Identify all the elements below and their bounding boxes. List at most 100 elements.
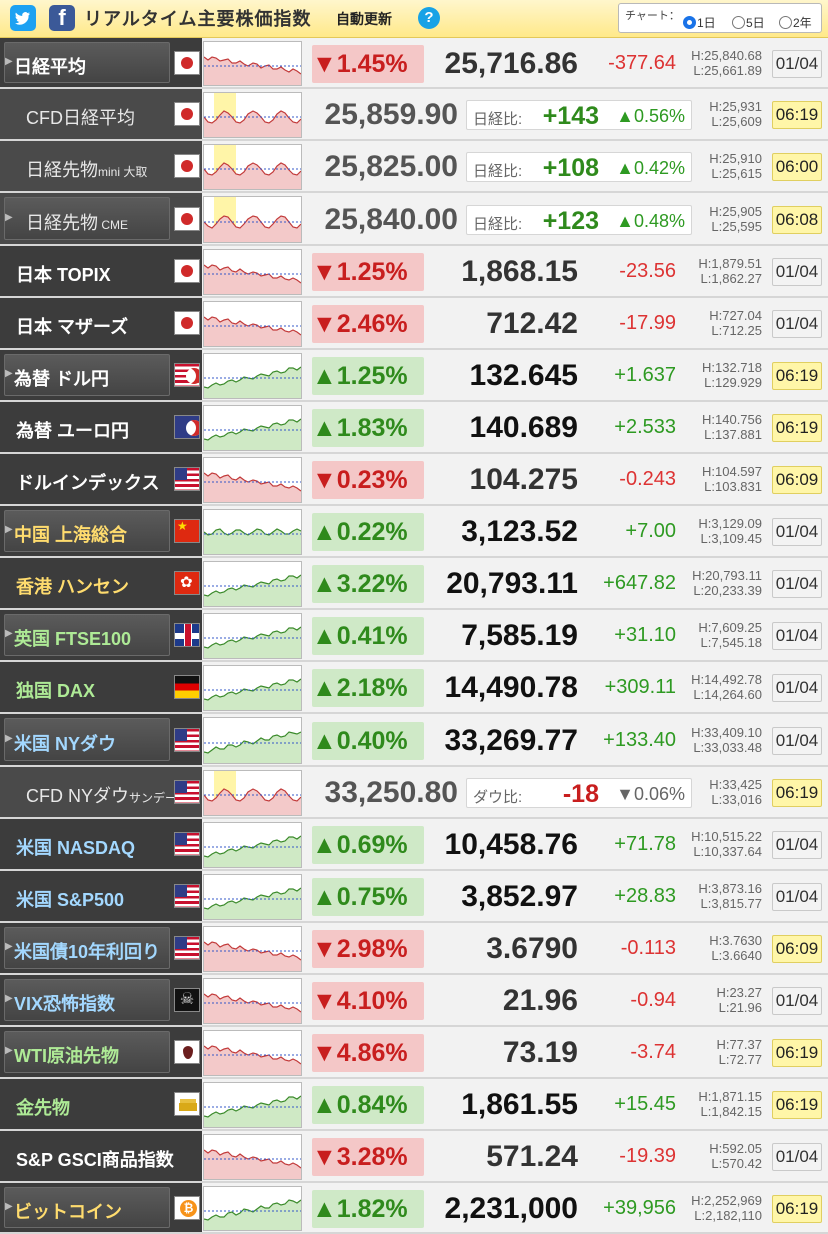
quote-row-cfd-nikkei[interactable]: CFD日経平均 25,859.90 日経比: +143 ▲0.56% H:25,931 L:… (0, 89, 828, 141)
instrument-name[interactable]: 日本 TOPIX (16, 265, 111, 285)
mini-chart[interactable] (203, 561, 302, 607)
expand-button[interactable] (4, 979, 170, 1021)
mini-chart[interactable] (203, 1082, 302, 1128)
update-time: 01/04 (772, 831, 822, 859)
instrument-name[interactable]: 日経先物 CME (26, 212, 128, 233)
mini-chart[interactable] (203, 457, 302, 503)
quote-row-mothers[interactable]: 日本 マザーズ ▼2.46% 712.42 -17.99 H:727.04 L:712.2… (0, 298, 828, 350)
instrument-name[interactable]: CFD NYダウサンデー (26, 786, 178, 806)
help-icon[interactable]: ? (418, 7, 440, 29)
chart-option-5d[interactable]: 5日 (732, 14, 765, 31)
expand-button[interactable] (4, 1187, 170, 1228)
quote-row-eur-jpy[interactable]: 為替 ユーロ円 ▲1.83% 140.689 +2.533 H:140.756 L:137… (0, 402, 828, 454)
diff-value: +108 (542, 154, 599, 182)
mini-chart[interactable] (203, 1186, 302, 1231)
expand-button[interactable] (4, 354, 170, 396)
quote-row-nasdaq[interactable]: 米国 NASDAQ ▲0.69% 10,458.76 +71.78 H:10,515.2… (0, 819, 828, 871)
instrument-name[interactable]: 米国 NYダウ (14, 733, 117, 754)
mini-chart[interactable] (203, 144, 302, 190)
instrument-name[interactable]: CFD日経平均 (26, 108, 135, 128)
quote-row-dollar-index[interactable]: ドルインデックス ▼0.23% 104.275 -0.243 H:104.597 L:10… (0, 454, 828, 506)
instrument-name[interactable]: 中国 上海総合 (14, 525, 128, 545)
mini-chart[interactable] (203, 353, 302, 399)
high-low: H:10,515.22 L:10,337.64 (642, 829, 762, 859)
instrument-name[interactable]: 香港 ハンセン (16, 577, 130, 597)
instrument-name[interactable]: 日経平均 (14, 56, 86, 77)
mini-chart[interactable] (203, 613, 302, 659)
mini-chart[interactable] (203, 92, 302, 138)
quote-row-nikkei-225[interactable]: ▶ 日経平均 ▼1.45% 25,716.86 -377.64 H:25,840.68 L:… (0, 38, 828, 89)
instrument-name[interactable]: S&P GSCI商品指数 (16, 1150, 174, 1170)
mini-chart[interactable] (203, 978, 302, 1024)
quote-row-dax[interactable]: 独国 DAX ▲2.18% 14,490.78 +309.11 H:14,492.78 L… (0, 662, 828, 714)
instrument-name[interactable]: ビットコイン (14, 1201, 122, 1222)
expand-button[interactable] (4, 510, 170, 552)
chart-option-1d[interactable]: 1日 (683, 14, 716, 31)
change-percent: ▼2.46% (312, 305, 424, 343)
instrument-name[interactable]: 金先物 (16, 1098, 70, 1118)
row-divider (0, 1077, 828, 1079)
quote-row-topix[interactable]: 日本 TOPIX ▼1.25% 1,868.15 -23.56 H:1,879.51 L:… (0, 246, 828, 298)
instrument-name[interactable]: 米国 NASDAQ (16, 838, 136, 858)
chart-option-2y[interactable]: 2年 (779, 14, 812, 31)
instrument-name[interactable]: 日本 マザーズ (16, 317, 129, 337)
mini-chart[interactable] (203, 196, 302, 243)
expand-button[interactable] (4, 927, 170, 969)
quote-row-nikkei-futures-mini[interactable]: 日経先物mini 大取 25,825.00 日経比: +108 ▲0.42% H:25,9… (0, 141, 828, 193)
quote-row-ny-dow[interactable]: ▶ 米国 NYダウ ▲0.40% 33,269.77 +133.40 H:33,409.1… (0, 714, 828, 767)
mini-chart[interactable] (203, 509, 302, 555)
mini-chart[interactable] (203, 665, 302, 711)
quote-row-bitcoin[interactable]: ▶ビットコイン▲1.82%2,231,000+39,956H:2,252,969… (0, 1183, 828, 1234)
quote-row-sp-gsci[interactable]: S&P GSCI商品指数 ▼3.28% 571.24 -19.39 H:592.05 L:… (0, 1131, 828, 1183)
quote-row-us-10y-yield[interactable]: ▶ 米国債10年利回り ▼2.98% 3.6790 -0.113 H:3.7630 L:3.… (0, 923, 828, 975)
quote-row-hang-seng[interactable]: 香港 ハンセン▲3.22%20,793.11+647.82H:20,793.11… (0, 558, 828, 610)
quote-row-cfd-ny-dow[interactable]: CFD NYダウサンデー 33,250.80 ダウ比: -18 ▼0.06% H:33,4… (0, 767, 828, 819)
instrument-name[interactable]: WTI原油先物 (14, 1046, 119, 1066)
mini-chart[interactable] (203, 249, 302, 295)
mini-chart[interactable] (203, 1030, 302, 1076)
instrument-name[interactable]: 日経先物mini 大取 (26, 160, 148, 180)
low-value: L:103.831 (704, 479, 762, 494)
instrument-name[interactable]: ドルインデックス (16, 473, 160, 493)
quote-row-usd-jpy[interactable]: ▶ 為替 ドル円 ▲1.25% 132.645 +1.637 H:132.718 L:129… (0, 350, 828, 402)
change-percent: ▲0.22% (312, 513, 424, 551)
name-cell: S&P GSCI商品指数 (0, 1131, 202, 1183)
change-value: -17.99 (619, 312, 676, 334)
high-low: H:1,879.51 L:1,862.27 (642, 256, 762, 286)
quote-row-gold-futures[interactable]: 金先物 ▲0.84% 1,861.55 +15.45 H:1,871.15 L:1,842… (0, 1079, 828, 1131)
mini-chart[interactable] (203, 1134, 302, 1180)
instrument-name[interactable]: 米国 S&P500 (16, 890, 125, 910)
expand-button[interactable] (4, 197, 170, 240)
high-low: H:140.756 L:137.881 (642, 412, 762, 442)
instrument-name[interactable]: VIX恐怖指数 (14, 994, 116, 1014)
low-value: L:7,545.18 (700, 635, 762, 650)
instrument-name[interactable]: 独国 DAX (16, 681, 96, 701)
quote-row-nikkei-futures-cme[interactable]: ▶ 日経先物 CME 25,840.00 日経比: +123 ▲0.48% H:25,905… (0, 193, 828, 246)
expand-button[interactable] (4, 614, 170, 656)
quote-row-vix[interactable]: ▶ VIX恐怖指数 ☠ ▼4.10% 21.96 -0.94 H:23.27 L:21.96 0… (0, 975, 828, 1027)
expand-button[interactable] (4, 1031, 170, 1073)
mini-chart[interactable] (203, 405, 302, 451)
mini-chart[interactable] (203, 926, 302, 972)
expand-button[interactable] (4, 42, 170, 83)
mini-chart[interactable] (203, 301, 302, 347)
instrument-name[interactable]: 為替 ドル円 (14, 369, 110, 389)
twitter-icon[interactable] (10, 5, 36, 31)
change-percent: ▼4.86% (312, 1034, 424, 1072)
mini-chart[interactable] (203, 822, 302, 868)
expand-button[interactable] (4, 718, 170, 761)
mini-chart[interactable] (203, 41, 302, 86)
price: 25,716.86 (444, 46, 578, 80)
mini-chart[interactable] (203, 717, 302, 764)
quote-row-sp500[interactable]: 米国 S&P500 ▲0.75% 3,852.97 +28.83 H:3,873.16 L… (0, 871, 828, 923)
quote-row-ftse100[interactable]: ▶ 英国 FTSE100 ▲0.41% 7,585.19 +31.10 H:7,609.2… (0, 610, 828, 662)
facebook-icon[interactable]: f (49, 5, 75, 31)
update-time: 01/04 (772, 987, 822, 1015)
quote-row-wti-crude[interactable]: ▶ WTI原油先物 ▼4.86% 73.19 -3.74 H:77.37 L:72.77 06… (0, 1027, 828, 1079)
quote-row-shanghai-composite[interactable]: ▶中国 上海総合▲0.22%3,123.52+7.00H:3,129.09L:3… (0, 506, 828, 558)
instrument-name[interactable]: 米国債10年利回り (14, 942, 161, 962)
instrument-name[interactable]: 英国 FTSE100 (14, 629, 132, 649)
mini-chart[interactable] (203, 770, 302, 816)
instrument-name[interactable]: 為替 ユーロ円 (16, 421, 130, 441)
mini-chart[interactable] (203, 874, 302, 920)
